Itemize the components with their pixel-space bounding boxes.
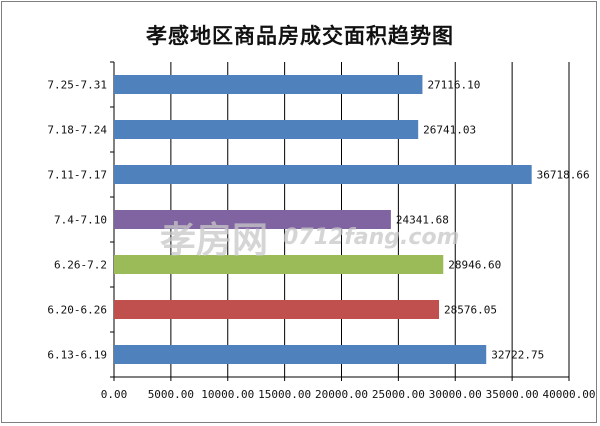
y-tick-label: 7.18-7.24 (47, 124, 107, 137)
watermark-en: 0712fang.com (283, 225, 460, 250)
y-tick-label: 6.20-6.26 (47, 304, 107, 317)
data-label: 32722.75 (491, 349, 544, 362)
bar (114, 210, 391, 229)
x-tick-label: 15000.00 (258, 388, 311, 401)
bar (114, 300, 440, 319)
axes: 0.00 5000.00 10000.00 15000.00 20000.00 25000… (101, 61, 596, 401)
data-label: 26741.03 (423, 124, 476, 137)
labels: 7.25-7.31 27116.10 7.18-7.24 26741.03 7.11-7… (47, 79, 589, 362)
watermark-cn: 孝房网 (160, 220, 268, 261)
y-tick-label: 6.13-6.19 (47, 349, 107, 362)
bar (114, 75, 423, 94)
y-tick-label: 6.26-7.2 (54, 259, 107, 272)
x-tick-label: 10000.00 (201, 388, 254, 401)
x-tick-label: 35000.00 (486, 388, 539, 401)
chart-title: 孝感地区商品房成交面积趋势图 (146, 24, 454, 48)
bar (114, 345, 487, 364)
bar (114, 255, 444, 274)
data-label: 28576.05 (444, 304, 497, 317)
bar (114, 165, 532, 184)
bar (114, 120, 419, 139)
y-tick-label: 7.11-7.17 (47, 169, 107, 182)
x-tick-label: 25000.00 (372, 388, 425, 401)
y-tick-label: 7.4-7.10 (54, 214, 107, 227)
x-tick-label: 0.00 (101, 388, 128, 401)
x-tick-label: 30000.00 (429, 388, 482, 401)
data-label: 36718.66 (537, 169, 590, 182)
data-label: 28946.60 (448, 259, 501, 272)
x-tick-label: 20000.00 (315, 388, 368, 401)
watermark: 孝房网 0712fang.com (160, 220, 460, 261)
data-label: 24341.68 (396, 214, 449, 227)
x-tick-label: 5000.00 (148, 388, 194, 401)
y-tick-label: 7.25-7.31 (47, 79, 107, 92)
data-label: 27116.10 (427, 79, 480, 92)
x-tick-label: 40000.00 (543, 388, 596, 401)
bars (114, 75, 532, 364)
